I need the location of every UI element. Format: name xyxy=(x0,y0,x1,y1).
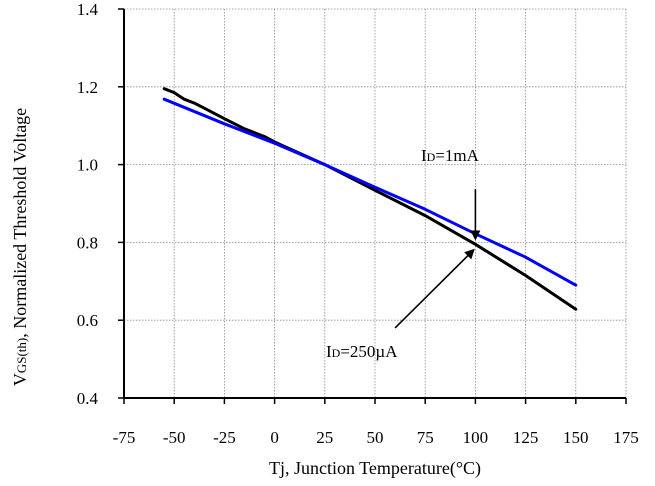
y-tick-label: 0.8 xyxy=(77,233,98,252)
annotations: ID=1mA ID=250µA xyxy=(326,146,481,361)
grid xyxy=(124,8,627,398)
plot-frame xyxy=(118,8,627,404)
y-tick-label: 1.4 xyxy=(77,0,99,19)
x-axis-title: Tj, Junction Temperature(°C) xyxy=(269,458,481,479)
series-line-1 xyxy=(162,87,578,311)
x-tick-label: 125 xyxy=(513,428,539,447)
y-axis-title: VGS(th), Normalized Threshold Voltage xyxy=(10,108,30,386)
annotation-1ma-label: ID=1mA xyxy=(421,146,480,165)
y-tick-label: 0.6 xyxy=(77,311,98,330)
x-tick-label: 0 xyxy=(270,428,279,447)
series-line-2 xyxy=(162,97,578,287)
y-tick-label: 1.2 xyxy=(77,78,98,97)
tick-labels: -75 -50 -25 0 25 50 75 100 125 150 175 0.4 0.6 0.8 1.0… xyxy=(77,0,639,447)
x-tick-label: 50 xyxy=(367,428,384,447)
x-tick-label: 150 xyxy=(563,428,589,447)
annotation-250ua-label: ID=250µA xyxy=(326,342,398,361)
y-axis-title-prefix: V xyxy=(10,373,30,386)
x-tick-label: 25 xyxy=(316,428,333,447)
annotation-250ua-arrow xyxy=(394,248,475,329)
x-tick-label: -75 xyxy=(113,428,136,447)
series-group xyxy=(162,87,578,311)
x-tick-label: -50 xyxy=(163,428,186,447)
x-tick-label: -25 xyxy=(213,428,236,447)
x-tick-label: 75 xyxy=(417,428,434,447)
x-tick-label: 100 xyxy=(463,428,489,447)
x-tick-label: 175 xyxy=(613,428,639,447)
y-axis-title-suffix: , Normalized Threshold Voltage xyxy=(10,108,30,338)
y-tick-label: 0.4 xyxy=(77,389,99,408)
y-tick-label: 1.0 xyxy=(77,156,98,175)
y-axis-title-subscript: GS(th) xyxy=(14,338,29,373)
